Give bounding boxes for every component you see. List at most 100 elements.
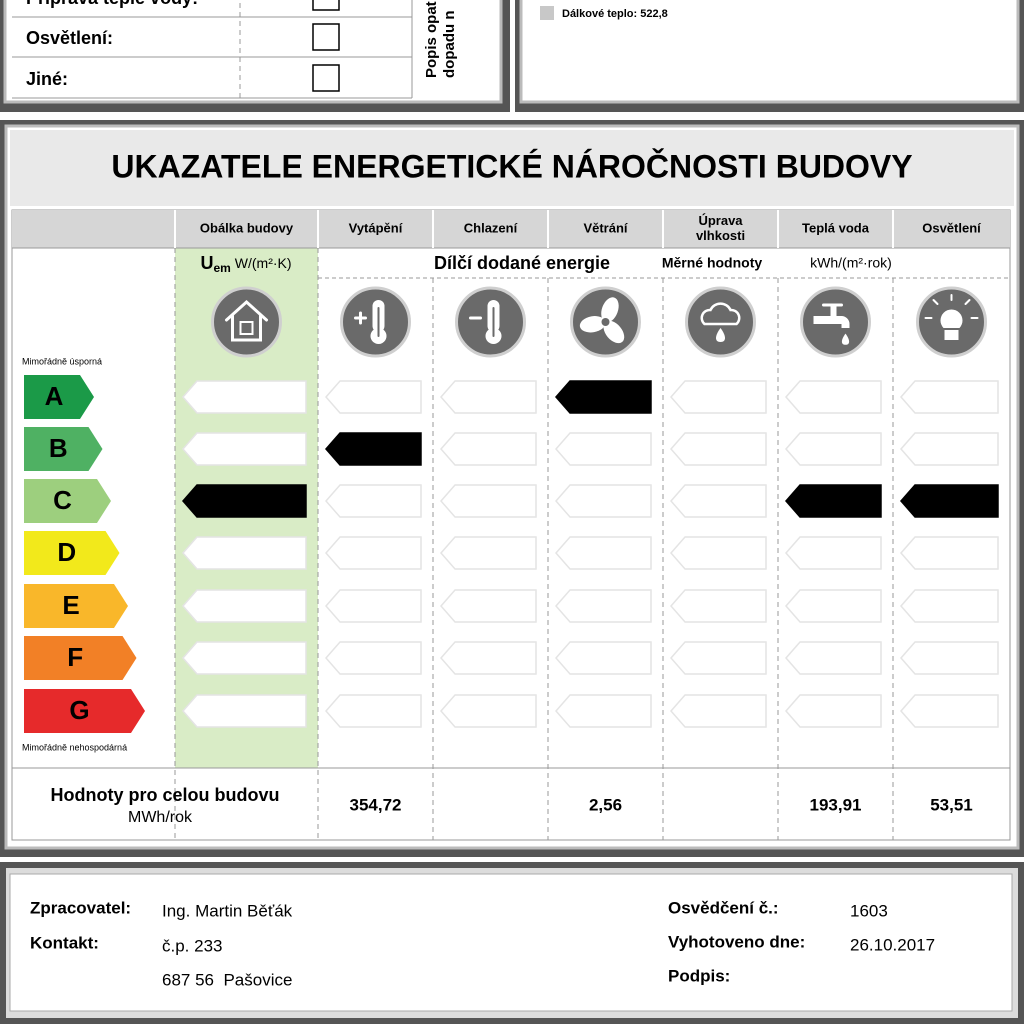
indicator-slot: [325, 536, 422, 570]
column-header: Úprava: [698, 213, 743, 228]
glyph: [830, 306, 837, 316]
icon: [340, 286, 411, 358]
panel: [9, 873, 1013, 1012]
indicator-slot: [325, 694, 422, 728]
indicator-slot: [182, 589, 307, 623]
indicator-slot: [900, 641, 999, 675]
icon: [211, 286, 282, 358]
class-arrow: [24, 531, 120, 575]
total-value: 2,56: [589, 795, 622, 814]
glyph: [940, 309, 963, 328]
side-note: dopadu n: [441, 11, 458, 79]
partial-energy-label: Dílčí dodané energie: [434, 253, 610, 273]
indicator-slot: [182, 380, 307, 414]
class-letter: D: [57, 537, 76, 567]
footer-label: Vyhotoveno dne:: [668, 932, 805, 951]
class-arrow: [24, 584, 128, 628]
legend-label: Dálkové teplo: 522,8: [562, 8, 668, 20]
indicator-slot: [670, 589, 767, 623]
indicator-slot: [670, 694, 767, 728]
indicator-arrow: [785, 484, 882, 518]
icon: [800, 286, 871, 358]
side-note: Popis opat: [423, 1, 440, 78]
total-value: 354,72: [350, 795, 402, 814]
column-header: Osvětlení: [922, 220, 981, 235]
footer-value: 687 56 Pašovice: [162, 970, 292, 989]
footer-label: Zpracovatel:: [30, 898, 131, 917]
indicator-slot: [325, 641, 422, 675]
unit-text: W/(m²·K): [235, 255, 292, 271]
checkbox: [312, 23, 340, 51]
row-label: Osvětlení:: [26, 28, 113, 48]
class-arrow: [24, 479, 111, 523]
indicator-slot: [440, 641, 537, 675]
indicator-value: 31: [830, 493, 847, 510]
specific-unit: kWh/(m²·rok): [810, 255, 892, 271]
totals-label: Hodnoty pro celou budovu: [51, 785, 280, 805]
indicator-arrow: [182, 484, 307, 518]
indicator-slot: [670, 536, 767, 570]
column-header: Obálka budovy: [200, 220, 294, 235]
glyph: [700, 302, 741, 326]
class-letter: F: [67, 642, 83, 672]
icon: [455, 286, 526, 358]
footer-value: č.p. 233: [162, 936, 223, 955]
footer-value: 26.10.2017: [850, 935, 935, 954]
class-letter: A: [45, 381, 64, 411]
indicator-slot: [900, 380, 999, 414]
footer-label: Podpis:: [668, 966, 730, 985]
indicator-slot: [555, 536, 652, 570]
footer-label: Kontakt:: [30, 933, 99, 952]
indicator-slot: [670, 641, 767, 675]
column-header: Teplá voda: [802, 220, 870, 235]
class-arrow: [24, 375, 94, 419]
class-letter: B: [49, 433, 68, 463]
indicator-slot: [182, 694, 307, 728]
indicator-slot: [900, 589, 999, 623]
indicator-slot: [670, 380, 767, 414]
indicator-slot: [900, 536, 999, 570]
indicator-slot: [182, 536, 307, 570]
glyph: [601, 297, 619, 323]
glyph: [225, 299, 268, 342]
section-title: UKAZATELE ENERGETICKÉ NÁROČNOSTI BUDOVY: [111, 148, 912, 184]
glyph: [944, 330, 959, 340]
column-header: Větrání: [583, 220, 627, 235]
glyph: [579, 316, 606, 333]
column-header: vlhkosti: [696, 228, 745, 243]
row-label: Příprava teplé vody:: [26, 0, 198, 8]
class-arrow: [24, 636, 137, 680]
indicator-slot: [325, 484, 422, 518]
envelope-unit: Uem W/(m²·K): [200, 253, 291, 275]
footer-value: 1603: [850, 901, 888, 920]
indicator-value: 9: [950, 493, 958, 510]
indicator-arrow: [555, 380, 652, 414]
indicator-slot: [555, 589, 652, 623]
indicator-slot: [182, 641, 307, 675]
icon: [570, 286, 641, 358]
indicator-value: 0: [604, 389, 612, 406]
unit-symbol: U: [200, 253, 213, 273]
indicator-slot: [325, 589, 422, 623]
indicator-slot: [555, 641, 652, 675]
panel: [519, 0, 1020, 104]
row-label: Jiné:: [26, 69, 68, 89]
indicator-slot: [785, 641, 882, 675]
glyph: [932, 299, 939, 305]
checkbox: [312, 64, 340, 92]
glyph: [239, 321, 254, 335]
indicator-slot: [440, 536, 537, 570]
unit-subscript: em: [213, 261, 230, 275]
indicator-arrow: [325, 432, 422, 466]
indicator-slot: [785, 694, 882, 728]
indicator-value: 0,31: [235, 493, 264, 510]
indicator-slot: [440, 484, 537, 518]
indicator-arrow: [900, 484, 999, 518]
glyph: [601, 318, 610, 326]
class-letter: G: [69, 695, 89, 725]
indicator-slot: [325, 380, 422, 414]
indicator-slot: [555, 484, 652, 518]
class-arrow: [24, 689, 145, 733]
title-bar: [10, 130, 1014, 206]
